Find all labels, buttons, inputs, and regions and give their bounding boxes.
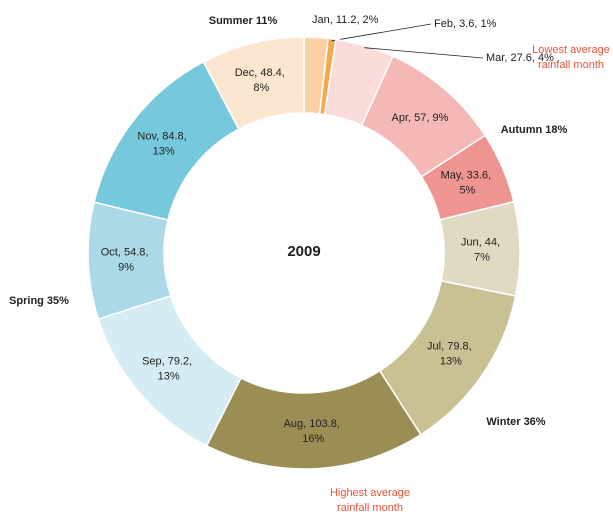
annotation: Highest average	[330, 487, 410, 499]
label-line: 8%	[253, 82, 269, 94]
leader-line	[364, 47, 484, 59]
label-line: 13%	[158, 371, 180, 383]
label-line: 13%	[153, 145, 175, 157]
annotation: Lowest average	[532, 44, 610, 56]
label-line: 7%	[474, 251, 490, 263]
annotation: rainfall month	[538, 59, 604, 71]
label-line: 13%	[440, 355, 462, 367]
data-label: Dec, 48.4, 8%	[235, 67, 288, 94]
annotation: rainfall month	[337, 502, 403, 514]
data-label: Apr, 57, 9%	[392, 112, 449, 124]
data-label: Feb, 3.6, 1%	[434, 18, 497, 30]
label-line: Dec, 48.4,	[235, 67, 288, 79]
label-line: Nov, 84.8,	[137, 130, 189, 142]
label-line: Jun, 44,	[461, 236, 503, 248]
chart-title: 2009	[287, 243, 320, 260]
data-label: Sep, 79.2, 13%	[142, 356, 195, 383]
data-label: Jan, 11.2, 2%	[312, 14, 379, 26]
label-line: Oct, 54.8,	[101, 246, 152, 258]
data-label: Oct, 54.8, 9%	[101, 246, 152, 273]
data-label: May, 33.6, 5%	[441, 169, 495, 196]
data-label: Nov, 84.8, 13%	[137, 130, 189, 157]
label-line: Sep, 79.2,	[142, 356, 195, 368]
leader-line	[331, 23, 432, 42]
data-label: Mar, 27.6, 4%	[486, 52, 554, 64]
annotation: Autumn 18%	[501, 124, 568, 136]
label-line: May, 33.6,	[441, 169, 495, 181]
annotation: Spring 35%	[9, 295, 69, 307]
data-label: Aug, 103.8, 16%	[284, 418, 343, 445]
label-line: 5%	[459, 184, 475, 196]
label-line: Jul, 79.8,	[427, 340, 475, 352]
label-line: Aug, 103.8,	[284, 418, 343, 430]
slice	[202, 36, 305, 131]
label-line: 16%	[302, 433, 324, 445]
annotation: Summer 11%	[209, 15, 278, 27]
annotation: Winter 36%	[486, 416, 545, 428]
data-label: Jul, 79.8, 13%	[427, 340, 475, 367]
label-line: 9%	[118, 261, 134, 273]
data-label: Jun, 44, 7%	[461, 236, 503, 263]
